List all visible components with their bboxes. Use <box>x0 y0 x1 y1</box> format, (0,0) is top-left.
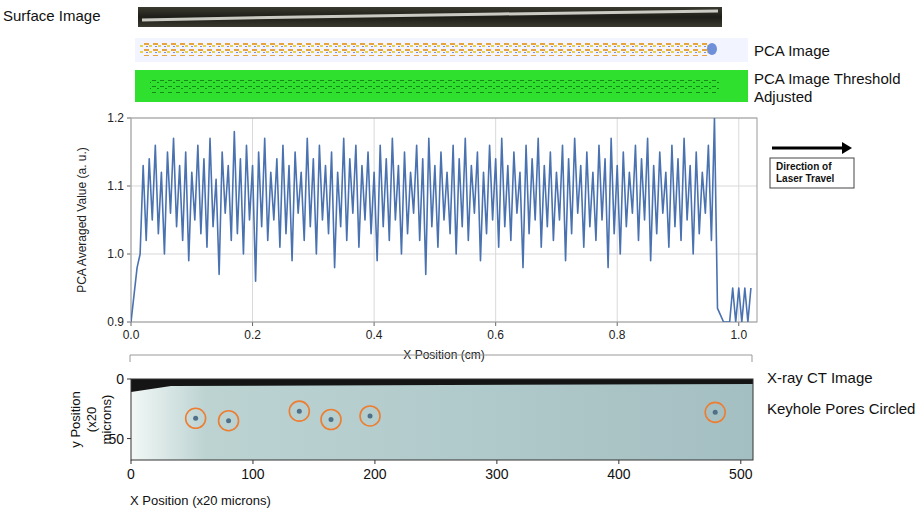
strip-label: PCA Image ThresholdAdjusted <box>754 70 900 105</box>
line-group <box>131 118 751 322</box>
tick-label: 200 <box>363 466 387 482</box>
pca-image-band <box>140 42 710 56</box>
ct-image <box>131 379 753 460</box>
pore <box>329 417 334 422</box>
tick-label: 0.8 <box>609 328 626 342</box>
tick-label: 400 <box>607 466 631 482</box>
tick <box>131 460 132 464</box>
tick-label: 0.4 <box>366 328 383 342</box>
pore-circle <box>705 402 725 422</box>
pore <box>226 418 231 423</box>
grid-line <box>617 118 618 322</box>
grid-line <box>252 118 253 322</box>
tick-label: 0.9 <box>107 315 124 329</box>
direction-box <box>770 158 854 188</box>
pore-circle <box>186 408 206 428</box>
surface-streak <box>142 11 718 20</box>
tick <box>495 322 496 326</box>
tick-label: 0.6 <box>487 328 504 342</box>
direction-arrow <box>772 147 842 150</box>
pore-circle <box>289 401 309 421</box>
tick <box>738 322 739 326</box>
pca-line <box>131 118 751 322</box>
pore-circle <box>360 406 380 426</box>
tick <box>496 460 497 464</box>
pca-image-end <box>707 43 717 55</box>
grid-line <box>131 254 757 255</box>
ct-surface <box>131 379 753 392</box>
strip-label: Surface Image <box>3 7 101 24</box>
pore <box>713 410 718 415</box>
tick <box>127 322 131 323</box>
pore <box>368 413 373 418</box>
pca-image <box>135 38 748 62</box>
tick <box>127 118 131 119</box>
plot-frame <box>131 118 757 322</box>
tick-label: 0.2 <box>244 328 261 342</box>
pore <box>297 409 302 414</box>
direction-label: Direction ofLaser Travel <box>776 161 835 184</box>
axis-title: y Position(x20microns) <box>68 391 114 447</box>
pca-threshold-band <box>150 79 720 93</box>
tick <box>131 322 132 326</box>
pore-circle <box>321 410 341 430</box>
tick <box>127 186 131 187</box>
grid-line <box>374 118 375 322</box>
axis-title: X Position (x20 microns) <box>130 493 271 508</box>
tick <box>127 438 131 439</box>
tick-label: 0 <box>116 371 124 387</box>
surface-image <box>138 7 722 27</box>
pore-circle <box>219 411 239 431</box>
grid-line <box>131 186 757 187</box>
ct-label: Keyhole Pores Circled <box>767 400 915 417</box>
tick-label: 0.0 <box>123 328 140 342</box>
tick <box>252 322 253 326</box>
tick-label: 300 <box>485 466 509 482</box>
strip-label: PCA Image <box>754 42 830 59</box>
tick <box>740 460 741 464</box>
tick <box>127 254 131 255</box>
ct-frame <box>131 379 753 460</box>
pca-threshold-image <box>135 70 748 102</box>
ct-label: X-ray CT Image <box>767 369 873 386</box>
axis-title: PCA Averaged Value (a. u.) <box>75 147 89 293</box>
tick-label: 1.1 <box>107 179 124 193</box>
tick <box>374 322 375 326</box>
figure: Surface Image PCA Image PCA Image Threshol… <box>0 0 924 513</box>
tick-label: 1.2 <box>107 111 124 125</box>
pore-group <box>186 401 726 431</box>
tick-label: 1.0 <box>730 328 747 342</box>
tick <box>617 322 618 326</box>
tick-label: 100 <box>241 466 265 482</box>
pore <box>193 416 198 421</box>
grid-line <box>495 118 496 322</box>
tick-label: 500 <box>729 466 753 482</box>
tick-label: 1.0 <box>107 247 124 261</box>
tick <box>127 379 131 380</box>
axis-title-group: y Position(x20microns) <box>68 391 114 447</box>
bracket <box>130 355 752 362</box>
tick-label: 0 <box>127 466 135 482</box>
tick <box>618 460 619 464</box>
direction-arrowhead <box>842 142 852 154</box>
tick <box>252 460 253 464</box>
tick <box>374 460 375 464</box>
